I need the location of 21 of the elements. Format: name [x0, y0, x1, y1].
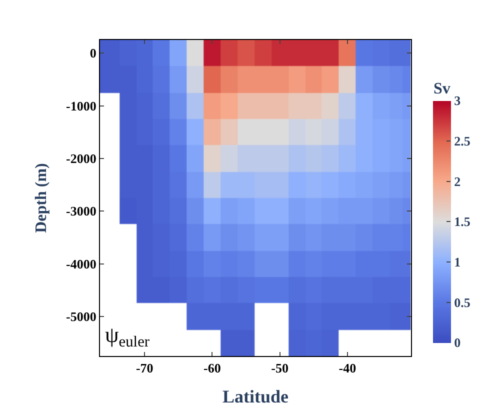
color-bar-label: 2.5 [454, 134, 471, 149]
x-tick-label: -70 [136, 360, 154, 376]
annotation: ψ$_{euler}$ [105, 322, 150, 351]
color-bar-label: 0 [454, 335, 461, 350]
color-bar-label: 3 [454, 93, 462, 108]
y-tick-label: -4000 [66, 256, 96, 272]
x-axis-title: Latitude [222, 386, 289, 407]
y-tick-label: -2000 [66, 151, 96, 166]
x-tick-label: -50 [271, 360, 289, 376]
color-bar-label: 2 [454, 174, 461, 189]
x-tick-label: -40 [338, 360, 356, 376]
color-bar-title: Sv [433, 80, 450, 98]
y-tick-label: -3000 [66, 204, 96, 219]
y-axis-title: Depth (m) [32, 163, 50, 233]
y-tick-label: -5000 [66, 309, 96, 324]
color-bar-label: 1 [454, 254, 461, 270]
color-bar-label: 1.5 [454, 214, 471, 230]
y-tick-label: -1000 [66, 98, 96, 114]
y-tick-label: 0 [90, 46, 96, 61]
x-tick-label: -60 [204, 360, 221, 376]
color-bar-label: 0.5 [454, 294, 471, 310]
